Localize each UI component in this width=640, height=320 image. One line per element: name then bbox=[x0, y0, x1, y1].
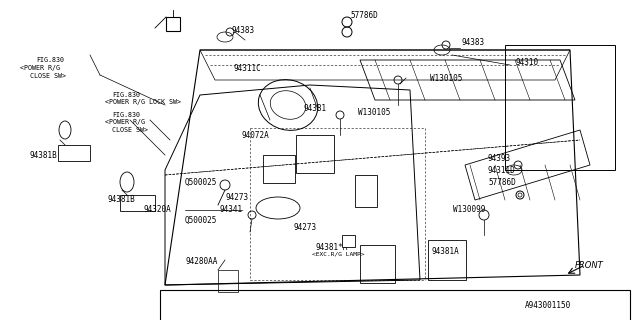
Text: 94311D: 94311D bbox=[488, 165, 516, 174]
Text: 94320A: 94320A bbox=[143, 205, 171, 214]
Text: <POWER R/G: <POWER R/G bbox=[105, 119, 145, 125]
Text: <POWER R/G: <POWER R/G bbox=[20, 65, 60, 71]
Text: 94381A: 94381A bbox=[432, 247, 460, 257]
Text: 94381: 94381 bbox=[303, 103, 326, 113]
Text: 94273: 94273 bbox=[294, 223, 317, 233]
Text: <EXC.R/G LAMP>: <EXC.R/G LAMP> bbox=[312, 252, 365, 257]
Text: 94393: 94393 bbox=[488, 154, 511, 163]
Bar bbox=[428, 240, 466, 280]
Text: 94341: 94341 bbox=[220, 205, 243, 214]
Bar bbox=[218, 270, 238, 292]
Text: 94072A: 94072A bbox=[242, 131, 269, 140]
Text: FIG.830: FIG.830 bbox=[112, 112, 140, 118]
Text: 94310: 94310 bbox=[516, 58, 539, 67]
Text: 94273: 94273 bbox=[225, 194, 248, 203]
Text: FIG.830: FIG.830 bbox=[112, 92, 140, 98]
Bar bbox=[296, 135, 334, 173]
Bar bbox=[58, 145, 90, 161]
Bar bbox=[160, 290, 630, 320]
Bar bbox=[355, 175, 377, 207]
Bar bbox=[120, 195, 155, 211]
Text: W130105: W130105 bbox=[358, 108, 390, 116]
Bar bbox=[360, 245, 395, 283]
Text: CLOSE SW>: CLOSE SW> bbox=[112, 127, 148, 133]
Text: Q500025: Q500025 bbox=[185, 215, 218, 225]
Text: 57786D: 57786D bbox=[350, 11, 378, 20]
Text: A: A bbox=[171, 20, 175, 28]
Text: 94381B: 94381B bbox=[30, 150, 58, 159]
Bar bbox=[263, 155, 295, 183]
Text: 94381*A: 94381*A bbox=[315, 243, 348, 252]
Bar bbox=[342, 235, 355, 247]
Text: <POWER R/G LOCK SW>: <POWER R/G LOCK SW> bbox=[105, 99, 181, 105]
Bar bbox=[166, 17, 180, 31]
Bar bbox=[505, 45, 615, 170]
Text: CLOSE SW>: CLOSE SW> bbox=[30, 73, 66, 79]
Text: FIG.830: FIG.830 bbox=[36, 57, 64, 63]
Text: 94383: 94383 bbox=[462, 37, 485, 46]
Text: 94383: 94383 bbox=[232, 26, 255, 35]
Text: 94280AA: 94280AA bbox=[185, 258, 218, 267]
Text: 57786D: 57786D bbox=[488, 178, 516, 187]
Text: FRONT: FRONT bbox=[575, 260, 604, 269]
Text: 94381B: 94381B bbox=[108, 196, 136, 204]
Text: 94311C: 94311C bbox=[233, 63, 260, 73]
Text: W130099: W130099 bbox=[453, 205, 485, 214]
Text: W130105: W130105 bbox=[430, 74, 462, 83]
Text: A: A bbox=[346, 238, 350, 244]
Text: A943001150: A943001150 bbox=[525, 300, 572, 309]
Text: Q500025: Q500025 bbox=[185, 178, 218, 187]
